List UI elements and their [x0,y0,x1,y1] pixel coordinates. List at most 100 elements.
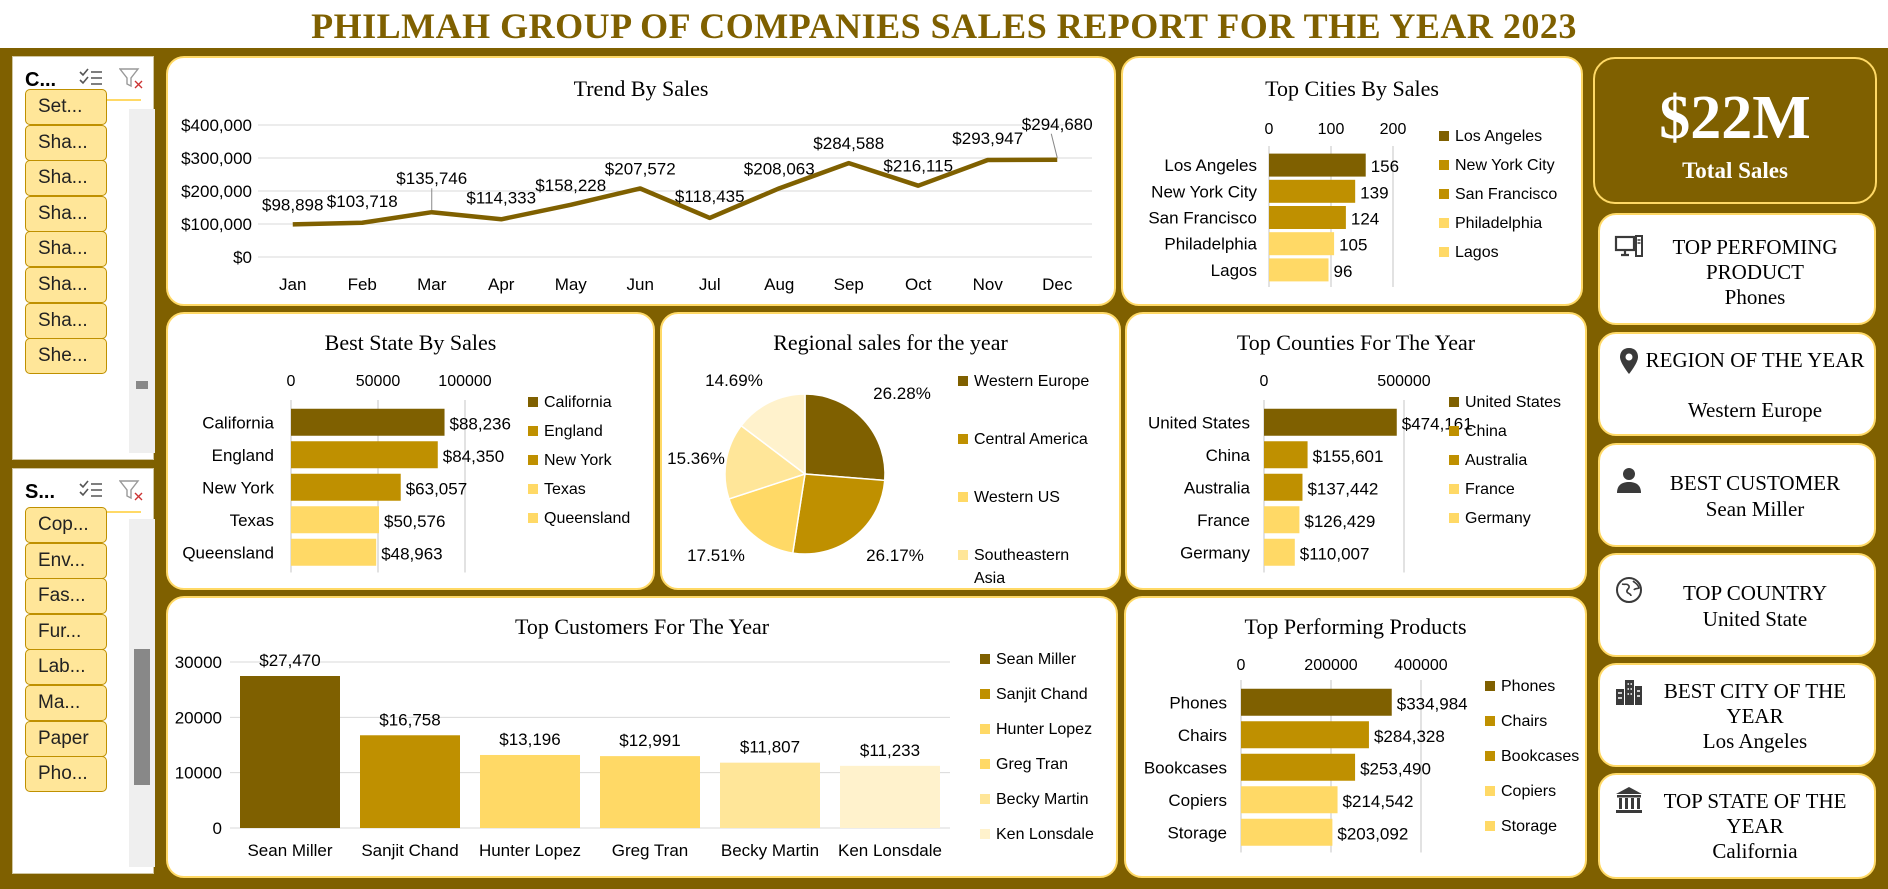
multi-select-icon[interactable] [79,67,103,95]
legend-swatch [958,434,968,444]
column-bar [360,735,460,828]
legend-swatch [1449,484,1459,494]
counties-panel: Top Counties For The Year 0 500000 United … [1125,312,1587,590]
data-label: $84,350 [443,447,504,466]
data-label: 26.28% [873,384,931,403]
data-label: $474,161 [1402,414,1473,433]
kpi-region-value: Western Europe [1687,398,1823,422]
bar [1264,408,1397,436]
legend-label: New York City [1455,157,1555,174]
x-tick-label: Ken Lonsdale [838,841,942,860]
slicer-scrollbar[interactable] [129,519,155,867]
bar [1241,721,1369,749]
data-label: 15.36% [667,449,725,468]
slicer-item[interactable]: Sha... [25,267,107,303]
data-label: $334,984 [1397,694,1468,713]
legend-swatch [958,376,968,386]
data-label: $203,092 [1337,824,1408,843]
x-tick-label: 200000 [1304,657,1357,674]
slicer-item[interactable]: Sha... [25,302,107,339]
person-icon [1617,468,1641,493]
slicer-title: C... [25,69,57,91]
kpi-best-customer-value: Sean Miller [1705,497,1805,521]
bar [1264,473,1303,501]
kpi-top-state: TOP STATE OF THE YEAR California [1598,773,1876,879]
x-tick-label: 50000 [356,373,401,390]
clear-filter-icon[interactable] [118,67,145,97]
data-label: $253,490 [1360,759,1431,778]
legend-label: China [1465,423,1507,440]
slicer-item[interactable]: She... [25,338,107,375]
bar [1269,232,1335,256]
data-label: 96 [1334,262,1353,281]
legend-label: Australia [1465,452,1527,469]
legend-swatch [1485,751,1495,761]
slicer-item[interactable]: Sha... [25,195,107,232]
kpi-top-product: TOP PERFOMING PRODUCT Phones [1598,213,1876,325]
bar [1269,206,1346,229]
x-tick-label: Hunter Lopez [479,841,581,860]
slicer-item[interactable]: Sha... [25,160,107,197]
legend-swatch [1439,189,1449,199]
slicer-item[interactable]: Lab... [25,649,107,686]
legend-label: Sanjit Chand [996,686,1088,703]
legend-label: Texas [544,481,586,498]
column-bar [480,754,580,828]
data-label: $208,063 [744,159,815,178]
data-label: $50,576 [384,512,445,531]
slicer-item[interactable]: Cop... [25,507,107,543]
legend-swatch [528,455,538,465]
data-label: $103,718 [327,192,398,211]
trend-line-chart: $0 $100,000 $200,000 $300,000 $400,000 Jan Feb… [181,115,1093,294]
data-label: 17.51% [687,546,745,565]
data-label: 26.17% [866,546,924,565]
slicer-item[interactable]: Fur... [25,613,107,650]
slicer-item[interactable]: Set... [25,89,107,125]
cities-panel: Top Cities By Sales 0 100 200 Los Angeles 15… [1121,56,1583,306]
legend-swatch [958,550,968,560]
clear-filter-icon[interactable] [118,479,145,509]
multi-select-icon[interactable] [79,479,103,507]
bar [1264,506,1300,534]
title-bar: PHILMAH GROUP OF COMPANIES SALES REPORT … [0,0,1888,48]
bar [291,538,377,566]
slicer-item[interactable]: Paper [25,720,107,757]
y-tick-label: 0 [213,819,222,838]
category-label: United States [1148,413,1250,432]
x-tick-label: Becky Martin [721,841,819,860]
kpi-top-product-label: TOP PERFOMING PRODUCT [1672,235,1838,284]
slicer-item[interactable]: Sha... [25,124,107,161]
data-label: $158,228 [535,176,606,195]
slicer-scroll-thumb[interactable] [134,649,150,785]
legend-label: New York [544,452,613,469]
slicer-item[interactable]: Pho... [25,756,107,793]
category-slicer[interactable]: C... Set... Sha... Sha... Sha... Sha... Sha..… [12,56,155,460]
slicer-item[interactable]: Env... [25,542,107,579]
x-tick-label: Jul [699,275,721,294]
slicer-scrollbar[interactable] [129,109,155,453]
x-tick-label: Oct [905,275,932,294]
customers-panel: Top Customers For The Year 0 10000 20000 30… [166,596,1118,878]
legend-swatch [1449,397,1459,407]
slicer-item[interactable]: Fas... [25,578,107,615]
x-tick-label: Sean Miller [247,841,332,860]
data-label: $207,572 [605,160,676,179]
category-label: New York [202,478,274,497]
kpi-top-country-value: United State [1702,607,1808,631]
slicer-item[interactable]: Ma... [25,685,107,721]
trend-title: Trend By Sales [573,76,709,101]
slicer-item[interactable]: Sha... [25,231,107,268]
slicer-scroll-thumb[interactable] [136,381,148,389]
column-bar [600,756,700,828]
legend-label: England [544,423,603,440]
data-label: $284,328 [1374,727,1445,746]
regional-pie-chart: 26.28% 26.17% 17.51% 15.36% 14.69% Western Eu… [667,371,1089,587]
x-tick-label: 0 [1260,373,1269,390]
sub-category-slicer[interactable]: S... Cop... Env... Fas... Fur... Lab... Ma...… [12,468,155,874]
legend-label: Copiers [1501,783,1556,800]
cities-bar-chart: 0 100 200 Los Angeles 156 Los Angeles New York… [1148,121,1557,287]
x-tick-label: 0 [1237,657,1246,674]
bar [1241,818,1333,846]
x-tick-label: Sep [834,275,864,294]
legend-label: Central America [974,431,1088,448]
